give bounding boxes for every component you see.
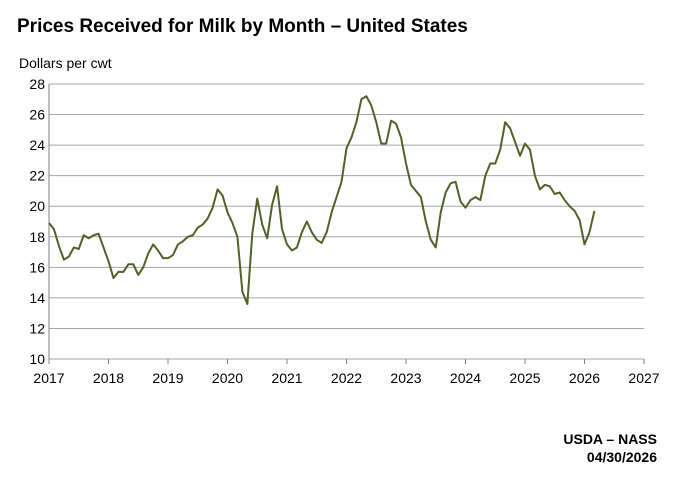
x-tick-label: 2020 (212, 370, 243, 386)
source-date: 04/30/2026 (586, 449, 657, 465)
y-tick-label: 20 (29, 198, 45, 214)
x-tick-label: 2017 (33, 370, 64, 386)
milk-price-line (48, 95, 596, 305)
source-note: USDA – NASS 04/30/2026 (563, 430, 657, 466)
x-tick-label: 2018 (93, 370, 124, 386)
y-tick-label: 26 (29, 107, 45, 123)
x-tick-label: 2019 (152, 370, 183, 386)
chart-title: Prices Received for Milk by Month – Unit… (17, 16, 468, 37)
x-tick-label: 2026 (569, 370, 600, 386)
x-tick-label: 2021 (271, 370, 302, 386)
y-tick-label: 10 (29, 351, 45, 367)
x-tick-label: 2022 (331, 370, 362, 386)
x-tick-label: 2023 (390, 370, 421, 386)
source-agency: USDA – NASS (563, 431, 657, 447)
x-tick-label: 2027 (628, 370, 659, 386)
y-tick-label: 18 (29, 229, 45, 245)
y-tick-label: 14 (29, 290, 45, 306)
y-tick-label: 16 (29, 259, 45, 275)
x-tick-label: 2024 (450, 370, 481, 386)
y-tick-label: 12 (29, 320, 45, 336)
x-tick-label: 2025 (509, 370, 540, 386)
y-tick-label: 28 (29, 76, 45, 92)
y-tick-label: 22 (29, 168, 45, 184)
y-axis-label: Dollars per cwt (19, 55, 112, 71)
y-tick-label: 24 (29, 137, 45, 153)
